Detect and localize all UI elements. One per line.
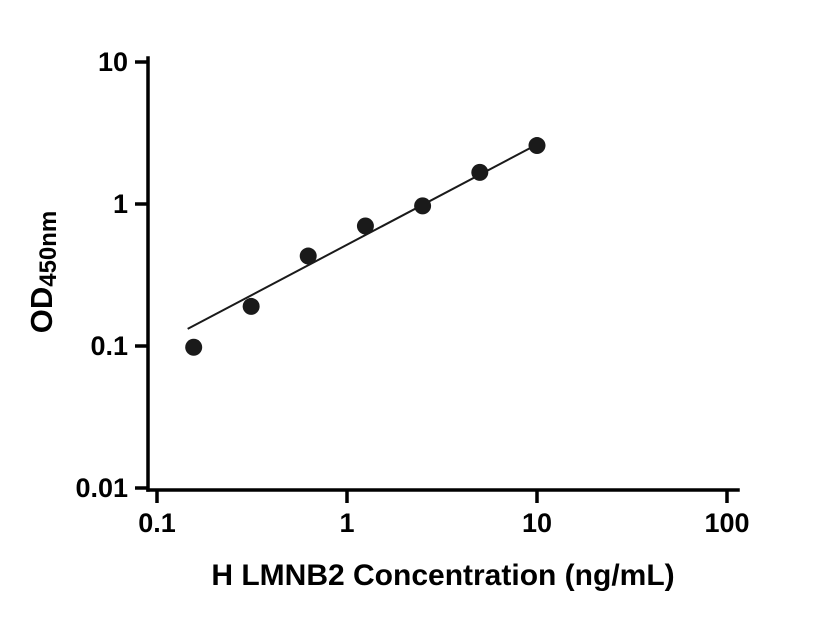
y-tick-label: 1 xyxy=(113,189,128,219)
y-tick-label: 10 xyxy=(98,47,128,77)
x-tick-label: 100 xyxy=(704,508,749,538)
data-point xyxy=(414,197,432,215)
x-tick-label: 1 xyxy=(339,508,354,538)
y-tick-label: 0.01 xyxy=(75,473,128,503)
x-axis-ticks xyxy=(155,490,729,503)
y-axis-ticks xyxy=(135,60,148,490)
y-axis-title: OD450nm xyxy=(24,211,62,334)
data-point xyxy=(185,338,203,356)
data-point xyxy=(356,217,374,235)
data-point xyxy=(471,163,489,181)
y-axis-title-subscript: 450nm xyxy=(35,211,62,287)
x-tick-label: 0.1 xyxy=(138,508,176,538)
y-tick-label: 0.1 xyxy=(90,331,128,361)
y-axis-tick-labels: 10 1 0.1 0.01 xyxy=(75,47,128,503)
x-axis-tick-labels: 0.1 1 10 100 xyxy=(138,508,749,538)
y-axis-title-prefix: OD xyxy=(24,287,59,334)
data-series xyxy=(185,137,546,356)
data-point xyxy=(242,297,260,315)
data-point xyxy=(299,247,317,265)
x-axis-title: H LMNB2 Concentration (ng/mL) xyxy=(211,559,674,592)
x-tick-label: 10 xyxy=(522,508,552,538)
data-point xyxy=(528,137,546,155)
